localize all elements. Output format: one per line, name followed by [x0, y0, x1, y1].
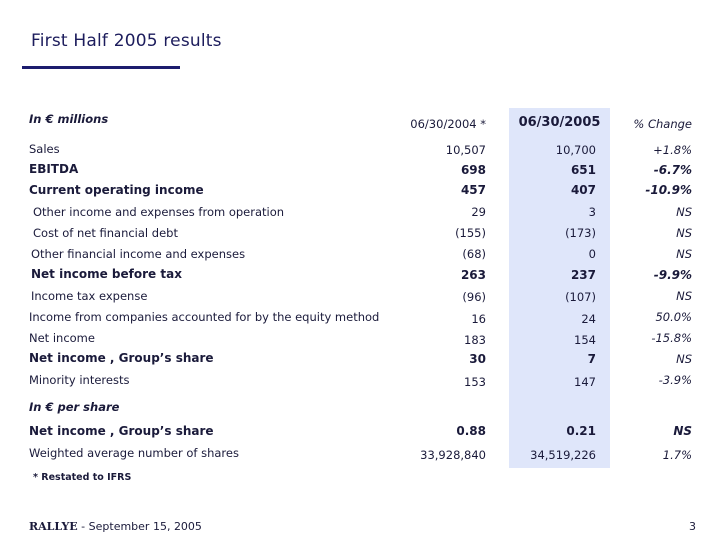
- row-label: Weighted average number of shares: [29, 446, 239, 460]
- row-value-2005: 3: [588, 205, 596, 219]
- row-value-2005: 147: [574, 375, 596, 389]
- row-value-2004: (155): [455, 226, 486, 240]
- row-change: -6.7%: [653, 163, 692, 177]
- row-value-2004: 29: [471, 205, 486, 219]
- brand-name: RALLYE: [29, 520, 78, 533]
- row-change: NS: [673, 424, 692, 438]
- row-value-2005: 24: [581, 312, 596, 326]
- per-share-label: In € per share: [29, 400, 120, 414]
- row-value-2004: 457: [460, 183, 486, 197]
- row-value-2005: 0: [588, 247, 596, 261]
- row-value-2004: 153: [464, 375, 486, 389]
- row-value-2005: 34,519,226: [530, 448, 596, 462]
- row-label: Other income and expenses from operation: [33, 205, 285, 219]
- row-change: -10.9%: [645, 183, 692, 197]
- row-value-2005: 7: [587, 352, 596, 366]
- row-change: NS: [676, 205, 692, 219]
- highlight-column-2005: [509, 108, 610, 468]
- row-value-2005: (173): [565, 226, 596, 240]
- row-value-2005: 407: [570, 183, 596, 197]
- row-change: NS: [676, 226, 692, 240]
- page-number: 3: [689, 520, 696, 533]
- row-label: Income tax expense: [31, 289, 148, 303]
- row-label: EBITDA: [29, 162, 79, 176]
- row-label: Income from companies accounted for by t…: [29, 310, 380, 324]
- row-value-2004: 698: [460, 163, 486, 177]
- row-change: -15.8%: [651, 331, 692, 345]
- row-value-2005: 0.21: [566, 424, 596, 438]
- row-value-2004: (96): [462, 290, 486, 304]
- row-change: NS: [676, 289, 692, 303]
- row-value-2004: 33,928,840: [420, 448, 486, 462]
- row-change: NS: [676, 247, 692, 261]
- row-label: Other financial income and expenses: [31, 247, 246, 261]
- title-underline: [22, 66, 180, 69]
- row-label: Net income , Group’s share: [29, 424, 214, 438]
- row-label: Net income , Group’s share: [29, 351, 214, 365]
- row-value-2004: 30: [469, 352, 486, 366]
- row-change: 50.0%: [655, 310, 692, 324]
- row-change: 1.7%: [662, 448, 692, 462]
- row-label: Cost of net financial debt: [33, 226, 178, 240]
- row-value-2005: 154: [574, 333, 596, 347]
- row-label: Sales: [29, 142, 60, 156]
- header-2004: 06/30/2004 *: [410, 117, 486, 131]
- row-label: Net income before tax: [31, 267, 182, 281]
- footnote: * Restated to IFRS: [33, 472, 132, 483]
- row-value-2004: 0.88: [456, 424, 486, 438]
- row-change: -3.9%: [658, 373, 692, 387]
- page-title: First Half 2005 results: [31, 31, 222, 51]
- row-value-2005: 237: [570, 268, 596, 282]
- row-change: -9.9%: [653, 268, 692, 282]
- row-value-2005: 10,700: [555, 143, 596, 157]
- row-value-2004: 16: [471, 312, 486, 326]
- row-value-2004: 183: [464, 333, 486, 347]
- row-change: NS: [676, 352, 692, 366]
- units-label: In € millions: [29, 112, 109, 126]
- row-label: Current operating income: [29, 183, 204, 197]
- row-value-2005: 651: [570, 163, 596, 177]
- header-2005: 06/30/2005: [518, 115, 601, 130]
- footer-date: - September 15, 2005: [77, 520, 202, 533]
- row-value-2004: 263: [460, 268, 486, 282]
- header-change: % Change: [633, 117, 692, 131]
- row-value-2004: 10,507: [445, 143, 486, 157]
- row-value-2005: (107): [565, 290, 596, 304]
- row-label: Minority interests: [29, 373, 130, 387]
- row-value-2004: (68): [462, 247, 486, 261]
- row-change: +1.8%: [653, 143, 692, 157]
- row-label: Net income: [29, 331, 95, 345]
- footer: RALLYE - September 15, 2005: [29, 520, 202, 533]
